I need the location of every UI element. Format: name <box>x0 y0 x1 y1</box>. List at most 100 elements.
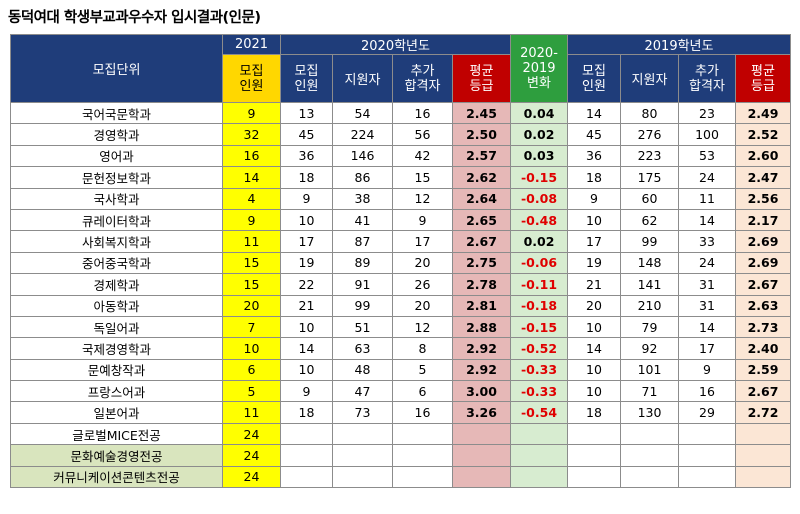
header-quota-2019: 모집 인원 <box>567 54 621 103</box>
table-row: 프랑스어과 5 9 47 6 3.00 -0.33 10 71 16 2.67 <box>10 380 791 403</box>
cell-quota-2020: 13 <box>280 101 333 125</box>
cell-diff: -0.18 <box>510 294 568 317</box>
cell-grade-2019: 2.17 <box>735 208 791 232</box>
header-grade-2019: 평균 등급 <box>735 54 791 103</box>
cell-quota-2021: 11 <box>222 230 281 253</box>
cell-quota-2019 <box>567 444 621 467</box>
cell-diff <box>510 465 568 489</box>
cell-applicants-2019 <box>620 444 679 467</box>
cell-applicants-2019: 62 <box>620 208 679 232</box>
cell-applicants-2019: 210 <box>620 294 679 317</box>
cell-extra-2020: 15 <box>392 166 453 189</box>
cell-quota-2021: 9 <box>222 208 281 232</box>
cell-extra-2019: 9 <box>678 358 736 382</box>
table-row: 경영학과 32 45 224 56 2.50 0.02 45 276 100 2.52 <box>10 123 791 146</box>
cell-quota-2020: 18 <box>280 166 333 189</box>
cell-quota-2019: 21 <box>567 273 621 296</box>
cell-quota-2019: 10 <box>567 315 621 339</box>
cell-quota-2021: 7 <box>222 315 281 339</box>
cell-applicants-2019: 175 <box>620 166 679 189</box>
cell-grade-2020 <box>452 422 511 446</box>
cell-grade-2019: 2.47 <box>735 166 791 189</box>
cell-applicants-2020 <box>332 465 393 489</box>
cell-dept: 문화예술경영전공 <box>10 444 223 467</box>
header-diff-line1: 2020- <box>520 46 558 61</box>
cell-extra-2020 <box>392 465 453 489</box>
cell-applicants-2020: 54 <box>332 101 393 125</box>
cell-quota-2020 <box>280 465 333 489</box>
cell-grade-2019: 2.40 <box>735 337 791 360</box>
cell-dept: 중어중국학과 <box>10 251 223 275</box>
table-row: 커뮤니케이션콘텐츠전공 24 <box>10 465 791 489</box>
cell-applicants-2020: 73 <box>332 401 393 424</box>
cell-dept: 영어과 <box>10 144 223 168</box>
cell-extra-2020: 26 <box>392 273 453 296</box>
cell-quota-2019: 18 <box>567 166 621 189</box>
cell-quota-2021: 16 <box>222 144 281 168</box>
cell-quota-2019: 14 <box>567 101 621 125</box>
cell-quota-2021: 11 <box>222 401 281 424</box>
cell-quota-2019 <box>567 465 621 489</box>
cell-extra-2020: 17 <box>392 230 453 253</box>
table-row: 국사학과 4 9 38 12 2.64 -0.08 9 60 11 2.56 <box>10 187 791 210</box>
cell-dept: 경제학과 <box>10 273 223 296</box>
cell-applicants-2019: 276 <box>620 123 679 146</box>
cell-grade-2020: 2.45 <box>452 101 511 125</box>
cell-grade-2020: 2.64 <box>452 187 511 210</box>
header-applicants-2020: 지원자 <box>332 54 393 103</box>
cell-quota-2021: 15 <box>222 273 281 296</box>
table-row: 독일어과 7 10 51 12 2.88 -0.15 10 79 14 2.73 <box>10 315 791 339</box>
cell-extra-2019: 31 <box>678 294 736 317</box>
cell-applicants-2019: 101 <box>620 358 679 382</box>
cell-extra-2019: 17 <box>678 337 736 360</box>
cell-applicants-2019: 99 <box>620 230 679 253</box>
header-line: 인원 <box>582 78 606 94</box>
header-line: 인원 <box>239 78 264 94</box>
cell-diff: -0.11 <box>510 273 568 296</box>
cell-applicants-2019: 71 <box>620 380 679 403</box>
cell-diff: 0.04 <box>510 101 568 125</box>
cell-grade-2020: 2.88 <box>452 315 511 339</box>
cell-dept: 사회복지학과 <box>10 230 223 253</box>
cell-grade-2019 <box>735 422 791 446</box>
cell-diff: -0.33 <box>510 358 568 382</box>
cell-dept: 국사학과 <box>10 187 223 210</box>
cell-quota-2021: 9 <box>222 101 281 125</box>
cell-quota-2019: 36 <box>567 144 621 168</box>
header-line: 모집 <box>239 63 264 79</box>
cell-quota-2019: 10 <box>567 358 621 382</box>
cell-applicants-2020: 48 <box>332 358 393 382</box>
cell-extra-2020: 12 <box>392 315 453 339</box>
header-year-2021: 2021 <box>222 34 281 55</box>
cell-extra-2019 <box>678 444 736 467</box>
cell-extra-2019: 33 <box>678 230 736 253</box>
cell-grade-2019: 2.49 <box>735 101 791 125</box>
cell-dept: 독일어과 <box>10 315 223 339</box>
cell-diff <box>510 422 568 446</box>
cell-quota-2021: 32 <box>222 123 281 146</box>
cell-applicants-2019 <box>620 465 679 489</box>
table-row: 중어중국학과 15 19 89 20 2.75 -0.06 19 148 24 2.69 <box>10 251 791 275</box>
cell-grade-2020: 3.00 <box>452 380 511 403</box>
cell-quota-2019 <box>567 422 621 446</box>
cell-grade-2019: 2.69 <box>735 251 791 275</box>
cell-diff: -0.15 <box>510 166 568 189</box>
table-row: 아동학과 20 21 99 20 2.81 -0.18 20 210 31 2.63 <box>10 294 791 317</box>
cell-quota-2020: 10 <box>280 208 333 232</box>
header-line: 인원 <box>294 78 319 94</box>
header-line: 추가 <box>410 63 435 79</box>
header-diff-line2: 2019 <box>522 61 556 76</box>
cell-applicants-2019: 60 <box>620 187 679 210</box>
cell-applicants-2019: 79 <box>620 315 679 339</box>
cell-quota-2019: 10 <box>567 208 621 232</box>
table-row: 영어과 16 36 146 42 2.57 0.03 36 223 53 2.60 <box>10 144 791 168</box>
cell-diff: -0.15 <box>510 315 568 339</box>
cell-quota-2021: 20 <box>222 294 281 317</box>
cell-applicants-2020: 146 <box>332 144 393 168</box>
cell-quota-2019: 45 <box>567 123 621 146</box>
cell-extra-2020: 20 <box>392 251 453 275</box>
cell-grade-2019: 2.67 <box>735 273 791 296</box>
cell-extra-2019: 16 <box>678 380 736 403</box>
cell-applicants-2019: 223 <box>620 144 679 168</box>
cell-grade-2019: 2.60 <box>735 144 791 168</box>
